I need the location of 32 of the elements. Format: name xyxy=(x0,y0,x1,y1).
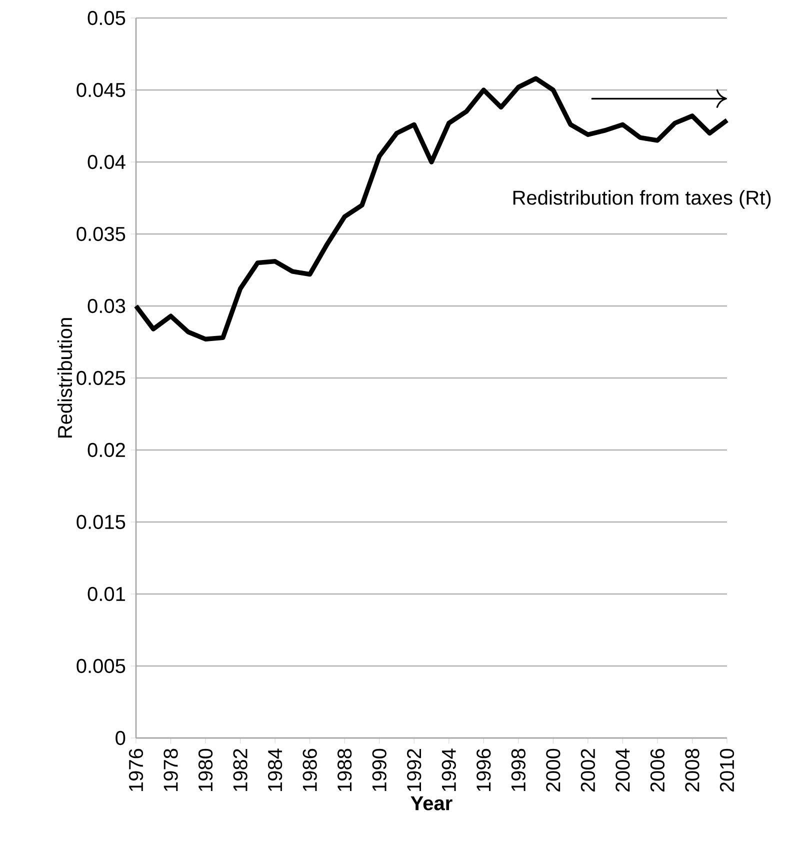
x-tick-label: 2010 xyxy=(720,748,734,792)
x-tick-label: 2006 xyxy=(650,748,665,792)
y-tick-label: 0 xyxy=(116,730,126,746)
y-tick-label: 0.015 xyxy=(76,514,126,530)
x-tick-label: 1994 xyxy=(442,748,456,792)
x-tick-label: 1976 xyxy=(128,748,144,792)
y-tick-label: 0.005 xyxy=(76,658,126,674)
x-tick-label: 1986 xyxy=(302,748,317,792)
y-tick-label: 0.01 xyxy=(88,586,125,602)
annotation: Redistribution from taxes (Rt) xyxy=(513,190,771,209)
x-tick-label: 1982 xyxy=(233,749,248,792)
y-tick-label: 0.035 xyxy=(76,226,126,242)
y-tick-label: 0.045 xyxy=(76,82,126,98)
x-tick-label: 1998 xyxy=(511,748,526,792)
y-axis-title: Redistribution xyxy=(57,318,72,438)
x-axis-title: Year xyxy=(410,796,452,810)
y-tick-label: 0.04 xyxy=(88,154,126,170)
x-tick-label: 1980 xyxy=(198,748,213,792)
x-tick-label: 2008 xyxy=(685,748,700,792)
y-tick-label: 0.05 xyxy=(88,10,126,26)
x-tick-label: 1984 xyxy=(268,748,282,792)
y-tick-label: 0.025 xyxy=(76,370,126,386)
y-tick-label: 0.03 xyxy=(88,298,126,314)
x-tick-label: 1996 xyxy=(476,748,491,792)
x-tick-label: 1990 xyxy=(372,748,386,792)
x-tick-label: 2000 xyxy=(546,748,560,792)
y-tick-label: 0.02 xyxy=(88,442,125,458)
x-tick-label: 2004 xyxy=(616,748,630,792)
x-tick-label: 2002 xyxy=(580,749,596,792)
x-tick-label: 1978 xyxy=(164,748,178,792)
x-tick-label: 1988 xyxy=(338,748,352,792)
x-tick-label: 1992 xyxy=(407,749,422,792)
